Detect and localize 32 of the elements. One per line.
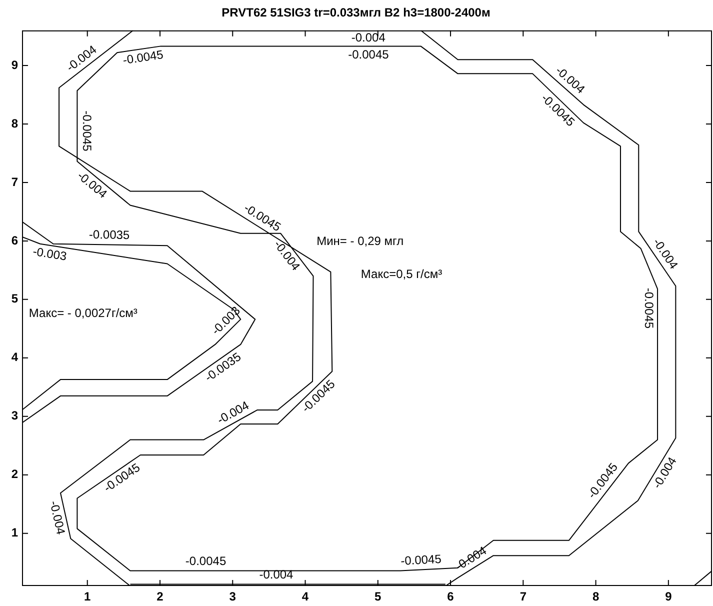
- y-tick-label: 4: [11, 350, 18, 364]
- x-tick-label: 5: [374, 590, 382, 604]
- y-tick-label: 2: [11, 467, 18, 482]
- x-tick-label: 7: [520, 590, 527, 604]
- annotation: -0.003: [32, 244, 68, 264]
- y-tick-label: 6: [11, 233, 18, 248]
- annotation: Мин= - 0,29 мгл: [316, 234, 404, 248]
- x-tick-label: 6: [447, 590, 454, 604]
- x-tick-label: 4: [302, 590, 309, 604]
- annotation: -0.0045: [80, 110, 94, 152]
- y-tick-label: 8: [11, 116, 18, 130]
- x-tick-label: 8: [592, 590, 600, 604]
- annotation: -0.0045: [400, 552, 442, 568]
- x-tick-label: 9: [665, 590, 672, 604]
- annotation: -0.0045: [642, 288, 656, 329]
- y-tick-label: 9: [11, 58, 18, 72]
- y-tick-label: 5: [11, 292, 18, 306]
- y-tick-label: 1: [11, 526, 18, 540]
- annotation: Макс= - 0,0027г/см³: [28, 306, 138, 320]
- annotation: -0.004: [46, 500, 68, 536]
- chart-title: PRVT62 51SIG3 tr=0.033мгл B2 h3=1800-2400м: [222, 6, 490, 20]
- y-tick-label: 7: [11, 174, 18, 189]
- annotation: -0.0035: [88, 227, 130, 242]
- y-tick-label: 3: [11, 408, 18, 423]
- annotation: -0.0045: [348, 48, 390, 62]
- x-tick-label: 3: [229, 590, 236, 604]
- x-tick-label: 1: [84, 590, 92, 604]
- annotation: -0.004: [351, 30, 386, 44]
- annotation: -0.0045: [122, 47, 165, 68]
- annotation: Макс=0,5 г/см³: [360, 267, 442, 282]
- x-tick-label: 2: [156, 590, 164, 604]
- annotation: -0.0045: [185, 554, 226, 568]
